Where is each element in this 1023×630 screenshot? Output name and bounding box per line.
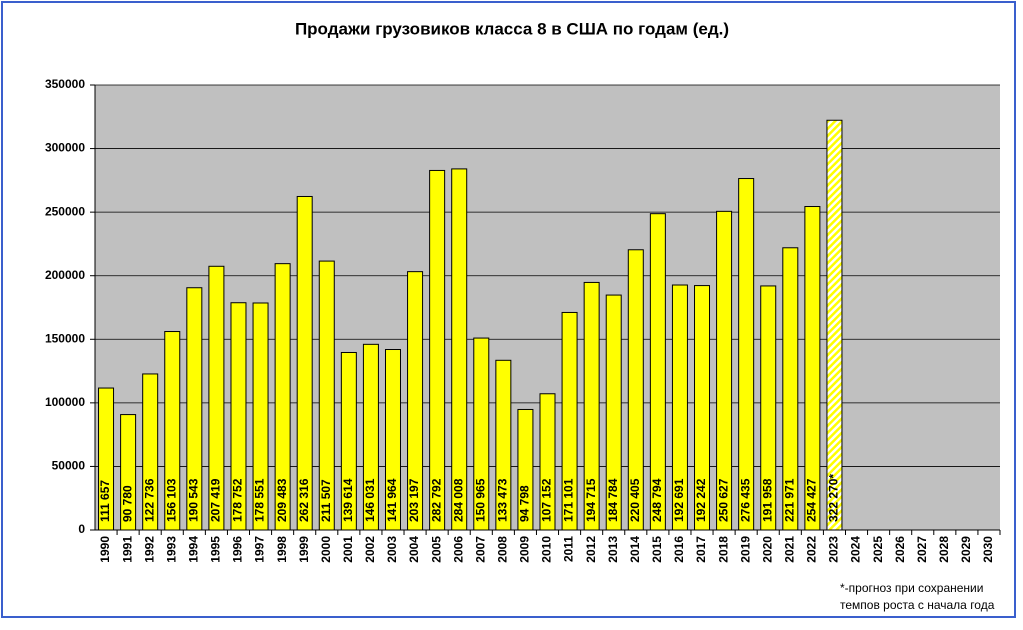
x-tick-label: 2009 bbox=[518, 536, 532, 563]
value-label: 192 691 bbox=[672, 478, 686, 522]
x-tick-label: 2012 bbox=[584, 536, 598, 563]
y-tick-label: 150000 bbox=[45, 331, 85, 345]
value-label: 276 435 bbox=[738, 478, 752, 522]
value-label: 156 103 bbox=[164, 478, 178, 522]
value-label: 107 152 bbox=[540, 478, 554, 522]
x-tick-label: 2019 bbox=[738, 536, 752, 563]
value-label: 94 798 bbox=[518, 485, 532, 522]
x-tick-label: 2021 bbox=[782, 536, 796, 563]
x-tick-label: 2020 bbox=[760, 536, 774, 563]
value-label: 211 507 bbox=[319, 479, 333, 522]
x-tick-label: 2001 bbox=[341, 536, 355, 563]
footnote: темпов роста с начала года bbox=[840, 598, 995, 612]
value-label: 282 792 bbox=[429, 478, 443, 522]
value-label: 171 101 bbox=[562, 478, 576, 522]
value-label: 133 473 bbox=[496, 478, 510, 522]
x-tick-label: 2011 bbox=[562, 536, 576, 562]
x-tick-label: 1993 bbox=[164, 536, 178, 563]
value-label: 141 964 bbox=[385, 478, 399, 522]
y-tick-label: 250000 bbox=[45, 204, 85, 218]
value-label: 90 780 bbox=[120, 485, 134, 522]
x-tick-label: 2022 bbox=[805, 536, 819, 563]
chart-title: Продажи грузовиков класса 8 в США по год… bbox=[295, 19, 729, 38]
x-tick-label: 2018 bbox=[716, 536, 730, 563]
x-tick-label: 2016 bbox=[672, 536, 686, 563]
x-tick-label: 2000 bbox=[319, 536, 333, 563]
bar bbox=[826, 119, 843, 531]
x-tick-label: 2005 bbox=[429, 536, 443, 563]
bar bbox=[738, 178, 755, 531]
x-tick-label: 2029 bbox=[959, 536, 973, 563]
value-label: 254 427 bbox=[805, 478, 819, 522]
x-tick-label: 1995 bbox=[209, 536, 223, 563]
value-label: 191 958 bbox=[760, 478, 774, 522]
value-label: 184 784 bbox=[606, 478, 620, 522]
value-label: 192 242 bbox=[694, 478, 708, 522]
value-label: 139 614 bbox=[341, 478, 355, 522]
x-tick-label: 2028 bbox=[937, 536, 951, 563]
value-label: 221 971 bbox=[782, 478, 796, 522]
value-label: 262 316 bbox=[297, 478, 311, 522]
value-label: 284 008 bbox=[451, 478, 465, 522]
x-tick-label: 2025 bbox=[871, 536, 885, 563]
x-tick-label: 2013 bbox=[606, 536, 620, 563]
x-tick-label: 1998 bbox=[275, 536, 289, 563]
value-label: 248 794 bbox=[650, 478, 664, 522]
bar bbox=[451, 168, 468, 531]
value-label: 194 715 bbox=[584, 478, 598, 522]
x-tick-label: 2030 bbox=[981, 536, 995, 563]
footnote: *-прогноз при сохранении bbox=[840, 581, 983, 595]
x-tick-label: 1994 bbox=[187, 536, 201, 563]
value-label: 322 270* bbox=[827, 474, 841, 522]
x-tick-label: 1999 bbox=[297, 536, 311, 563]
x-tick-label: 2002 bbox=[363, 536, 377, 563]
value-label: 146 031 bbox=[363, 478, 377, 522]
value-label: 220 405 bbox=[628, 478, 642, 522]
x-tick-label: 1996 bbox=[231, 536, 245, 563]
x-tick-label: 2006 bbox=[451, 536, 465, 563]
value-label: 190 543 bbox=[187, 478, 201, 522]
value-label: 207 419 bbox=[209, 478, 223, 522]
y-tick-label: 100000 bbox=[45, 395, 85, 409]
value-label: 111 657 bbox=[98, 480, 112, 522]
x-tick-label: 2007 bbox=[473, 536, 487, 563]
x-tick-label: 2024 bbox=[849, 536, 863, 563]
value-label: 203 197 bbox=[407, 478, 421, 522]
y-tick-label: 350000 bbox=[45, 77, 85, 91]
x-tick-label: 2014 bbox=[628, 536, 642, 563]
x-tick-label: 2027 bbox=[915, 536, 929, 563]
value-label: 150 965 bbox=[473, 478, 487, 522]
x-tick-label: 1990 bbox=[98, 536, 112, 563]
x-tick-label: 1997 bbox=[253, 536, 267, 563]
x-tick-label: 1991 bbox=[120, 536, 134, 563]
value-label: 178 752 bbox=[231, 478, 245, 522]
x-tick-label: 1992 bbox=[142, 536, 156, 563]
y-tick-label: 200000 bbox=[45, 268, 85, 282]
y-tick-label: 300000 bbox=[45, 141, 85, 155]
y-tick-label: 50000 bbox=[52, 459, 86, 473]
x-tick-label: 2004 bbox=[407, 536, 421, 563]
x-tick-label: 2015 bbox=[650, 536, 664, 563]
x-tick-label: 2023 bbox=[827, 536, 841, 563]
y-tick-label: 0 bbox=[78, 522, 85, 536]
x-tick-label: 2008 bbox=[496, 536, 510, 563]
x-tick-label: 2026 bbox=[893, 536, 907, 563]
value-label: 178 551 bbox=[253, 478, 267, 522]
bar bbox=[429, 169, 446, 531]
x-tick-label: 2003 bbox=[385, 536, 399, 563]
x-tick-label: 2017 bbox=[694, 536, 708, 563]
value-label: 250 627 bbox=[716, 478, 730, 522]
x-tick-label: 2010 bbox=[540, 536, 554, 563]
value-label: 122 736 bbox=[142, 478, 156, 522]
value-label: 209 483 bbox=[275, 478, 289, 522]
